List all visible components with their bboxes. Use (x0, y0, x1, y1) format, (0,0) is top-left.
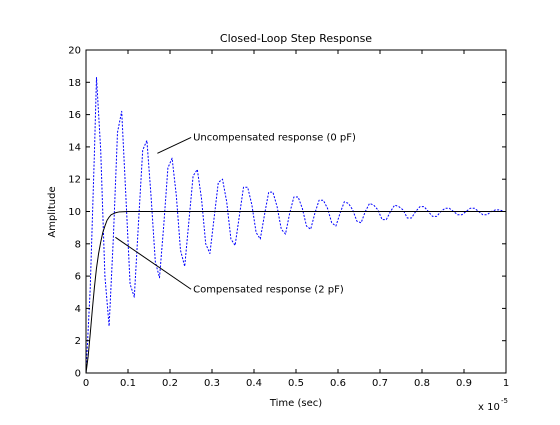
y-tick-label: 4 (75, 304, 81, 315)
x-tick-label: 0.7 (372, 378, 388, 389)
x-tick-label: 0.6 (330, 378, 346, 389)
x-tick-label: 1 (503, 378, 509, 389)
x-tick-label: 0.4 (246, 378, 262, 389)
x-tick-label: 0.1 (120, 378, 136, 389)
annotation-layer: Uncompensated response (0 pF) Compensated… (115, 132, 356, 295)
y-tick-label: 10 (68, 207, 81, 218)
x-tick-label: 0.9 (456, 378, 472, 389)
y-tick-label: 0 (75, 369, 81, 380)
uncompensated-response-line (85, 76, 506, 374)
y-tick-label: 20 (68, 46, 81, 57)
compensated-annotation: Compensated response (2 pF) (193, 284, 344, 295)
compensated-response-line (85, 211, 506, 374)
chart-title: Closed-Loop Step Response (220, 32, 372, 45)
x-axis-label: Time (sec) (269, 398, 322, 409)
x-tick-label: 0 (83, 378, 89, 389)
y-tick-label: 8 (75, 239, 81, 250)
annotation-leader-line (157, 136, 192, 154)
y-tick-label: 16 (68, 110, 81, 121)
x-scale-exponent: -5 (501, 397, 508, 405)
uncompensated-annotation: Uncompensated response (0 pF) (193, 132, 356, 143)
y-tick-label: 18 (68, 78, 81, 89)
x-tick-label: 0.5 (288, 378, 304, 389)
x-tick-label: 0.8 (414, 378, 430, 389)
y-tick-label: 2 (75, 336, 81, 347)
x-scale-label: x 10 (478, 402, 500, 413)
y-tick-label: 6 (75, 272, 81, 283)
y-tick-label: 14 (68, 142, 81, 153)
annotation-leader-line (115, 236, 192, 290)
series-layer (85, 76, 506, 374)
x-tick-label: 0.3 (204, 378, 220, 389)
tick-layer: 0 0.1 0.2 0.3 0.4 0.5 0.6 0.7 0.8 0.9 102468101214… (68, 46, 509, 390)
y-tick-label: 12 (68, 175, 81, 186)
y-axis-label: Amplitude (47, 186, 58, 237)
x-tick-label: 0.2 (162, 378, 178, 389)
